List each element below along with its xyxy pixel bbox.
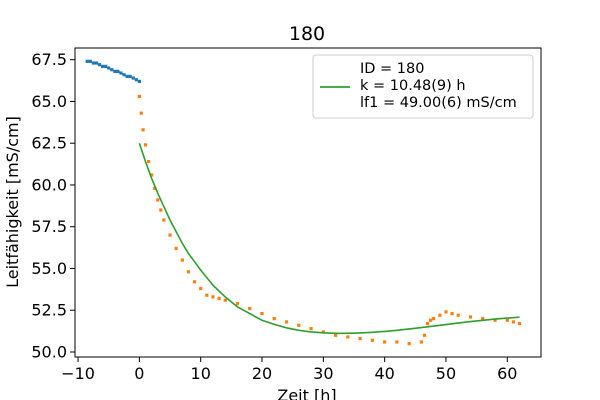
data-point: [407, 342, 411, 346]
data-point: [297, 323, 301, 327]
data-point: [358, 337, 362, 341]
data-point: [333, 333, 338, 337]
data-point: [88, 59, 92, 63]
data-point: [139, 111, 143, 115]
y-tick-label: 57.5: [31, 217, 67, 236]
y-axis-label: Leitfähigkeit [mS/cm]: [3, 116, 22, 288]
legend-entry: k = 10.48(9) h: [360, 78, 466, 94]
data-point: [97, 63, 102, 67]
data-point: [91, 61, 95, 65]
y-tick-label: 52.5: [31, 301, 67, 320]
chart-title: 180: [289, 23, 325, 45]
legend-box: [312, 54, 534, 119]
data-point: [425, 321, 430, 326]
data-point: [422, 333, 427, 337]
data-point: [141, 128, 145, 132]
data-point: [346, 335, 350, 339]
data-series-1: [137, 94, 522, 346]
data-point: [260, 311, 264, 316]
data-point: [122, 73, 126, 77]
data-point: [174, 246, 178, 251]
data-point: [370, 338, 374, 342]
data-point: [162, 218, 166, 222]
data-point: [223, 298, 227, 302]
data-point: [383, 340, 387, 344]
x-tick-label: 20: [252, 364, 272, 383]
data-point: [128, 74, 132, 78]
data-point: [235, 301, 240, 306]
data-point: [481, 316, 485, 321]
data-point: [94, 61, 99, 65]
data-point: [284, 320, 289, 324]
data-point: [150, 173, 154, 177]
data-point: [321, 330, 325, 334]
fit-line: [138, 142, 520, 335]
data-point: [116, 69, 120, 73]
x-tick-label: 40: [374, 364, 394, 383]
data-point: [186, 270, 191, 274]
data-point: [159, 208, 163, 212]
data-point: [511, 320, 516, 324]
data-point: [113, 69, 117, 73]
y-tick-label: 60.0: [31, 175, 67, 194]
data-point: [137, 79, 141, 84]
data-point: [192, 280, 197, 284]
x-axis-label: Zeit [h]: [277, 386, 336, 400]
data-point: [100, 64, 105, 68]
data-point: [199, 286, 203, 291]
data-point: [205, 293, 209, 297]
data-point: [444, 310, 448, 314]
legend-entry: ID = 180: [360, 61, 425, 77]
y-tick-label: 62.5: [31, 134, 67, 153]
data-point: [146, 159, 151, 164]
data-point: [131, 76, 135, 80]
data-point: [119, 71, 123, 75]
data-point: [137, 94, 141, 99]
x-tick-label: 50: [436, 364, 456, 383]
data-point: [107, 66, 111, 70]
y-tick-label: 55.0: [31, 259, 67, 278]
x-tick-label: 10: [191, 364, 211, 383]
data-point: [104, 64, 108, 68]
legend-entry: lf1 = 49.00(6) mS/cm: [360, 95, 517, 111]
data-point: [180, 258, 184, 262]
data-point: [517, 321, 522, 326]
x-tick-label: 30: [313, 364, 333, 383]
data-point: [248, 306, 252, 311]
x-tick-label: −10: [61, 364, 95, 383]
data-point: [419, 340, 424, 344]
data-point: [493, 318, 497, 322]
data-point: [456, 313, 460, 317]
data-point: [217, 296, 221, 301]
data-point: [429, 318, 433, 322]
data-point: [272, 316, 276, 321]
data-point: [468, 315, 473, 319]
plot-area: [85, 59, 522, 346]
data-point: [438, 313, 442, 317]
data-point: [153, 186, 157, 190]
x-tick-label: 0: [134, 364, 144, 383]
data-point: [211, 295, 215, 299]
data-point: [395, 340, 399, 344]
y-tick-label: 50.0: [31, 342, 67, 361]
axes-frame: [74, 47, 542, 358]
y-tick-label: 67.5: [31, 50, 67, 69]
data-point: [168, 233, 172, 237]
data-point: [432, 316, 436, 321]
data-point: [134, 78, 138, 82]
data-point: [450, 311, 454, 316]
data-point: [110, 68, 114, 72]
x-tick-label: 60: [497, 364, 517, 383]
axes: −10 0 10 20 30 40 50 60 50.0 52.5 55.0 57.5 60.0 62.5…: [31, 47, 542, 383]
data-point: [156, 198, 160, 202]
y-tick-label: 65.0: [31, 92, 67, 111]
data-point: [309, 327, 313, 331]
data-point: [85, 59, 89, 63]
data-point: [143, 143, 148, 147]
data-point: [125, 74, 129, 78]
data-series-0: [85, 59, 141, 84]
data-point: [505, 318, 509, 322]
